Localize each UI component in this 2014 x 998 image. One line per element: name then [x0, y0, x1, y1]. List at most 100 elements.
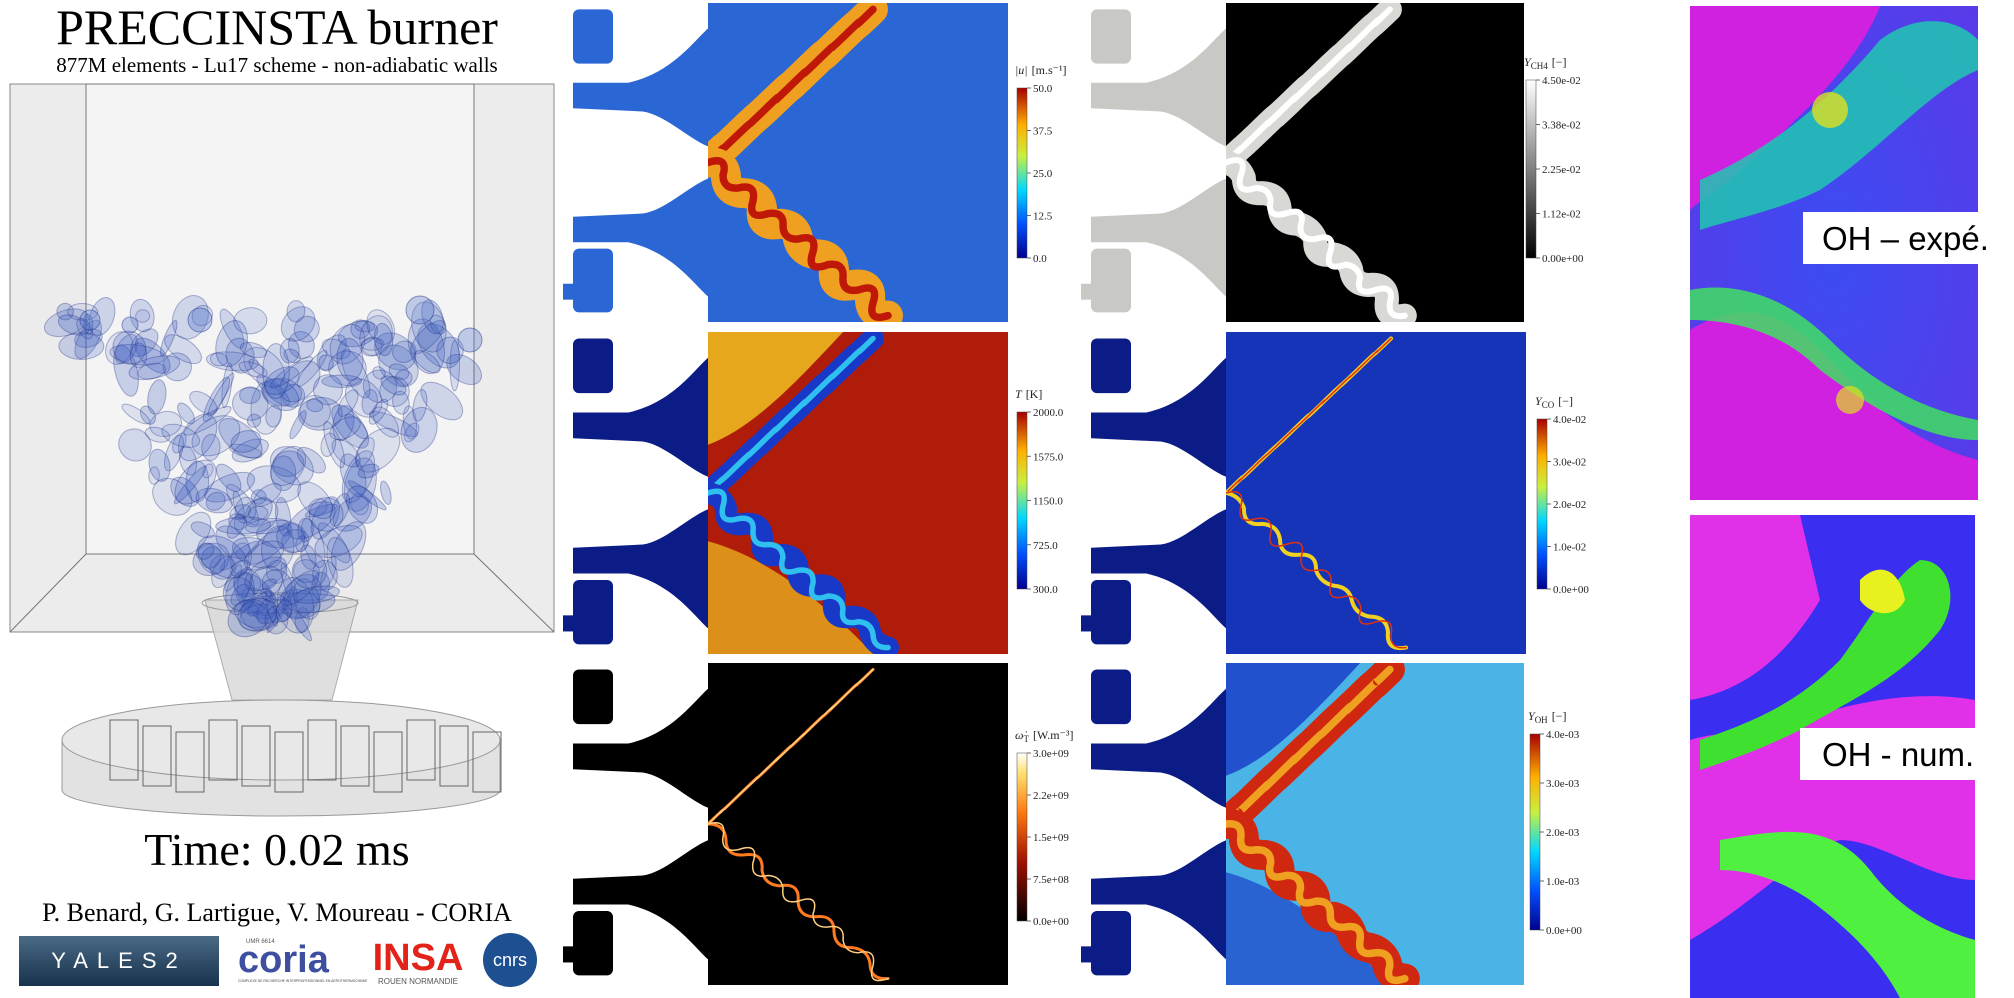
nozzle-block [573, 9, 613, 63]
logos: YALES2 UMR 6614 coria COMPLEXE DE RECHER… [19, 933, 537, 987]
colorbar-tick-label: 25.0 [1033, 168, 1053, 180]
center-body [1191, 806, 1226, 841]
field-image [1226, 3, 1524, 322]
plenum-top [62, 700, 500, 780]
oh-experiment: OH – expé. [1690, 6, 2014, 500]
insa-text: INSA [373, 937, 464, 979]
nozzle-tab [1081, 946, 1093, 962]
colorbar [1530, 734, 1540, 930]
field-image [708, 332, 1008, 654]
colorbar-label: YCO[−] [1535, 394, 1573, 410]
nozzle-block [1091, 911, 1131, 975]
label-sub: T [1023, 734, 1029, 744]
field-panel: ω̇T[W.m⁻³]3.0e+092.2e+091.5e+097.5e+080.… [563, 663, 1073, 985]
flame-pocket [122, 317, 138, 333]
nozzle-block [573, 669, 613, 724]
credits: P. Benard, G. Lartigue, V. Moureau - COR… [42, 898, 512, 927]
colorbar-tick-label: 12.5 [1033, 211, 1053, 223]
colorbar-tick-label: 0.0e+00 [1033, 916, 1069, 928]
field-image [708, 3, 1008, 322]
colorbar-tick-label: 300.0 [1033, 584, 1058, 596]
field-bg [708, 663, 1008, 985]
flame-pocket [80, 310, 100, 330]
colorbar-tick-label: 2000.0 [1033, 407, 1064, 419]
insa-sub: ROUEN NORMANDIE [378, 977, 458, 986]
label-unit: [−] [1552, 709, 1567, 723]
colorbar-tick-label: 2.2e+09 [1033, 790, 1069, 802]
colorbar-tick-label: 4.0e-03 [1546, 729, 1580, 741]
label-sub: CH4 [1531, 61, 1549, 71]
center-body [673, 145, 708, 180]
label-unit: [−] [1552, 55, 1567, 69]
oh-numerical: OH - num. [1690, 515, 1990, 998]
chamber-render [10, 84, 554, 816]
label-sub: CO [1542, 400, 1555, 410]
cnrs-text: cnrs [493, 950, 527, 970]
nozzle-tab [1081, 284, 1093, 300]
colorbar-tick-label: 725.0 [1033, 540, 1058, 552]
colorbar-label: ω̇T[W.m⁻³] [1015, 728, 1073, 744]
colorbar-tick-label: 1575.0 [1033, 451, 1064, 463]
colorbar-tick-label: 1.0e-03 [1546, 876, 1580, 888]
center-body [673, 806, 708, 841]
oh-spot [1812, 92, 1848, 128]
colorbar-label: |u| [m.s⁻¹] [1015, 63, 1067, 77]
nozzle-block [1091, 669, 1131, 724]
colorbar-tick-label: 0.0e+00 [1553, 584, 1589, 596]
nozzle-block [573, 580, 613, 644]
flame-wisp [287, 300, 306, 322]
coria-sub: COMPLEXE DE RECHERCHE INTERPROFESSIONNEL… [238, 979, 368, 983]
nozzle-tab [563, 946, 575, 962]
title: PRECCINSTA burner [56, 0, 498, 55]
nozzle-block [1091, 338, 1131, 393]
colorbar-tick-label: 1.5e+09 [1033, 832, 1069, 844]
colorbar [1017, 753, 1027, 921]
center-body [673, 475, 708, 510]
colorbar-tick-label: 3.0e+09 [1033, 748, 1069, 760]
colorbar-tick-label: 1150.0 [1033, 496, 1063, 508]
field-image [1226, 332, 1526, 654]
flame-pocket [188, 308, 212, 332]
label-unit: [W.m⁻³] [1033, 728, 1073, 742]
field-panel: YCH4[−]4.50e-023.38e-022.25e-021.12e-020… [1081, 3, 1584, 322]
label-sub: OH [1535, 715, 1548, 725]
label-unit: [K] [1026, 387, 1043, 401]
flame-pocket [406, 296, 434, 324]
nozzle-block [1091, 580, 1131, 644]
field-panel: |u|[m.s⁻¹]50.037.525.012.50.0 [563, 3, 1067, 322]
nozzle-block [573, 911, 613, 975]
nozzle-block [1091, 9, 1131, 63]
colorbar [1017, 412, 1027, 589]
colorbar-tick-label: 1.12e-02 [1542, 209, 1581, 221]
colorbar-tick-label: 37.5 [1033, 126, 1053, 138]
label-symbol: T [1015, 387, 1023, 401]
colorbar-tick-label: 0.0 [1033, 253, 1047, 265]
colorbar-tick-label: 2.0e-03 [1546, 827, 1580, 839]
label-unit: [m.s⁻¹] [1032, 63, 1067, 77]
label-symbol: |u| [1015, 63, 1028, 77]
nozzle-tab [1081, 615, 1093, 631]
flame-wisp [59, 333, 104, 360]
colorbar [1537, 419, 1547, 589]
colorbar [1526, 80, 1536, 258]
field-image [1226, 663, 1524, 985]
colorbar [1017, 88, 1027, 258]
subtitle: 877M elements - Lu17 scheme - non-adiaba… [56, 53, 497, 77]
oh-spot [1836, 386, 1864, 414]
frame: PRECCINSTA burner 877M elements - Lu17 s… [0, 0, 2014, 998]
nozzle-block [1091, 249, 1131, 313]
field-panel: T[K] 2000.0 1575.0 1150.0 725.0 300.0 [563, 332, 1064, 654]
nozzle-block [573, 338, 613, 393]
colorbar-tick-label: 1.0e-02 [1553, 542, 1586, 554]
time-label: Time: 0.02 ms [144, 824, 409, 875]
colorbar-label: T[K] [1015, 387, 1042, 401]
field-panels: |u|[m.s⁻¹]50.037.525.012.50.0T[K]2000.01… [563, 3, 1589, 985]
oh-numerical-label: OH - num. [1822, 736, 1974, 773]
colorbar-label: YOH[−] [1528, 709, 1566, 725]
coria-text: coria [238, 939, 330, 981]
page: PRECCINSTA burner 877M elements - Lu17 s… [0, 0, 2014, 998]
colorbar-tick-label: 0.00e+00 [1542, 253, 1584, 265]
colorbar-tick-label: 3.38e-02 [1542, 120, 1581, 132]
colorbar-tick-label: 4.50e-02 [1542, 75, 1581, 87]
colorbar-tick-label: 0.0e+00 [1546, 925, 1582, 937]
